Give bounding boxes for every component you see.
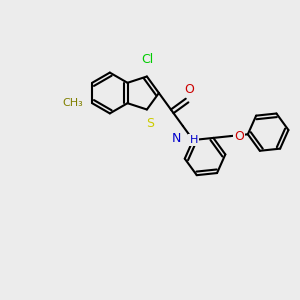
Text: CH₃: CH₃ <box>62 98 83 108</box>
Text: Cl: Cl <box>141 53 153 66</box>
Text: O: O <box>184 83 194 96</box>
Text: S: S <box>146 117 154 130</box>
Text: O: O <box>234 130 244 142</box>
Text: N: N <box>172 132 182 145</box>
Text: H: H <box>190 135 198 145</box>
